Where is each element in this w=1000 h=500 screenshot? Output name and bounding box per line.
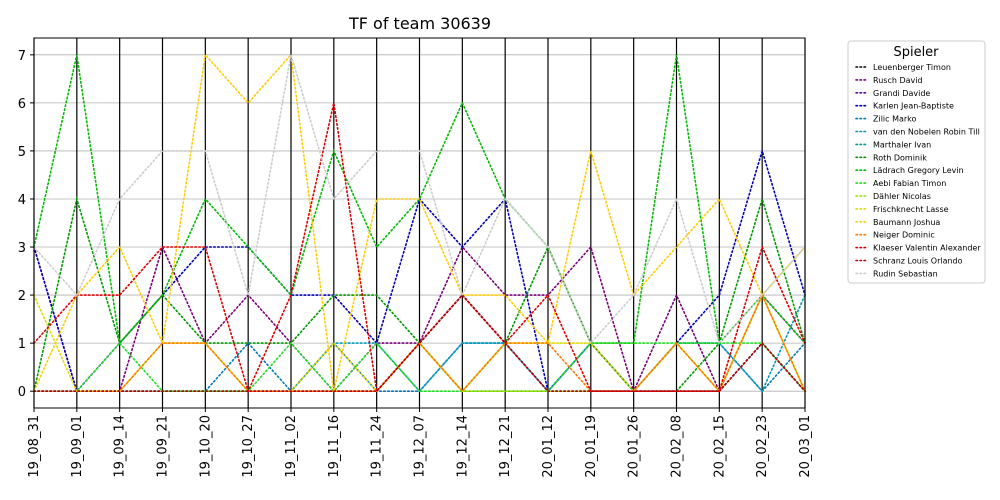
legend-label: Dähler Nicolas — [873, 192, 931, 201]
y-tick-label: 7 — [18, 49, 26, 64]
y-tick-label: 1 — [18, 337, 26, 352]
x-tick-label: 19_10_27 — [241, 415, 256, 478]
legend-label: Marthaler Ivan — [873, 140, 931, 149]
legend-label: Roth Dominik — [873, 153, 927, 162]
legend-label: Zilic Marko — [873, 115, 917, 124]
legend-label: Rusch David — [873, 76, 923, 85]
x-tick-label: 19_11_02 — [284, 415, 299, 478]
y-axis: 0 1 2 3 4 5 6 7 — [18, 49, 34, 400]
series-line-12 — [33, 52, 806, 393]
x-tick-label: 19_11_24 — [370, 415, 385, 478]
series-group — [33, 52, 806, 394]
x-tick-label: 20_02_15 — [712, 415, 727, 478]
y-tick-label: 4 — [18, 193, 26, 208]
y-tick-label: 0 — [18, 385, 26, 400]
x-axis: 19_08_31 19_09_01 19_09_14 19_09_21 19_10_20… — [27, 408, 813, 478]
legend-title: Spieler — [893, 45, 939, 60]
x-tick-label: 20_01_26 — [627, 415, 642, 478]
y-tick-label: 2 — [18, 289, 26, 304]
legend-label: Baumann Joshua — [873, 218, 940, 227]
series-line-14 — [33, 102, 806, 394]
x-tick-label: 20_02_08 — [670, 415, 685, 478]
series-line-16 — [33, 54, 806, 345]
legend-label: Schranz Louis Orlando — [873, 257, 963, 266]
legend-box — [847, 40, 986, 284]
x-tick-label: 19_08_31 — [27, 415, 42, 478]
x-tick-label: 20_02_23 — [755, 415, 770, 478]
series-line-13 — [33, 293, 806, 393]
x-tick-label: 19_12_07 — [413, 415, 428, 478]
x-tick-label: 19_10_20 — [198, 415, 213, 478]
grid — [33, 38, 806, 408]
legend-label: Neiger Dominic — [873, 231, 935, 240]
legend-label: Klaeser Valentin Alexander — [873, 244, 981, 253]
series-line-8 — [33, 54, 806, 345]
legend-label: Grandi Davide — [873, 89, 930, 98]
x-tick-label: 20_01_19 — [584, 415, 599, 478]
x-tick-label: 19_11_16 — [327, 415, 342, 478]
legend-label: Karlen Jean-Baptiste — [873, 102, 954, 111]
x-tick-label: 19_09_01 — [70, 415, 85, 478]
x-tick-label: 19_12_21 — [498, 415, 513, 478]
x-tick-label: 19_09_14 — [113, 415, 128, 478]
legend-items: Leuenberger Timon Rusch David Grandi David… — [855, 63, 981, 278]
y-tick-label: 5 — [18, 145, 26, 160]
chart-title: TF of team 30639 — [348, 14, 491, 33]
legend-label: Frischknecht Lasse — [873, 205, 949, 214]
legend-label: Lädrach Gregory Levin — [873, 166, 964, 175]
legend-label: Aebi Fabian Timon — [873, 179, 946, 188]
x-tick-label: 19_12_14 — [455, 415, 470, 478]
legend-label: Rudin Sebastian — [873, 269, 938, 278]
x-tick-label: 19_09_21 — [156, 415, 171, 478]
y-tick-label: 3 — [18, 241, 26, 256]
legend-label: Leuenberger Timon — [873, 63, 951, 72]
legend-label: van den Nobelen Robin Till — [873, 128, 980, 137]
legend: Spieler Leuenberger Timon Rusch David Gran… — [847, 40, 986, 284]
series-line-15 — [33, 293, 806, 393]
x-tick-label: 20_03_01 — [798, 415, 813, 478]
x-tick-label: 20_01_12 — [541, 415, 556, 478]
y-tick-label: 6 — [18, 97, 26, 112]
